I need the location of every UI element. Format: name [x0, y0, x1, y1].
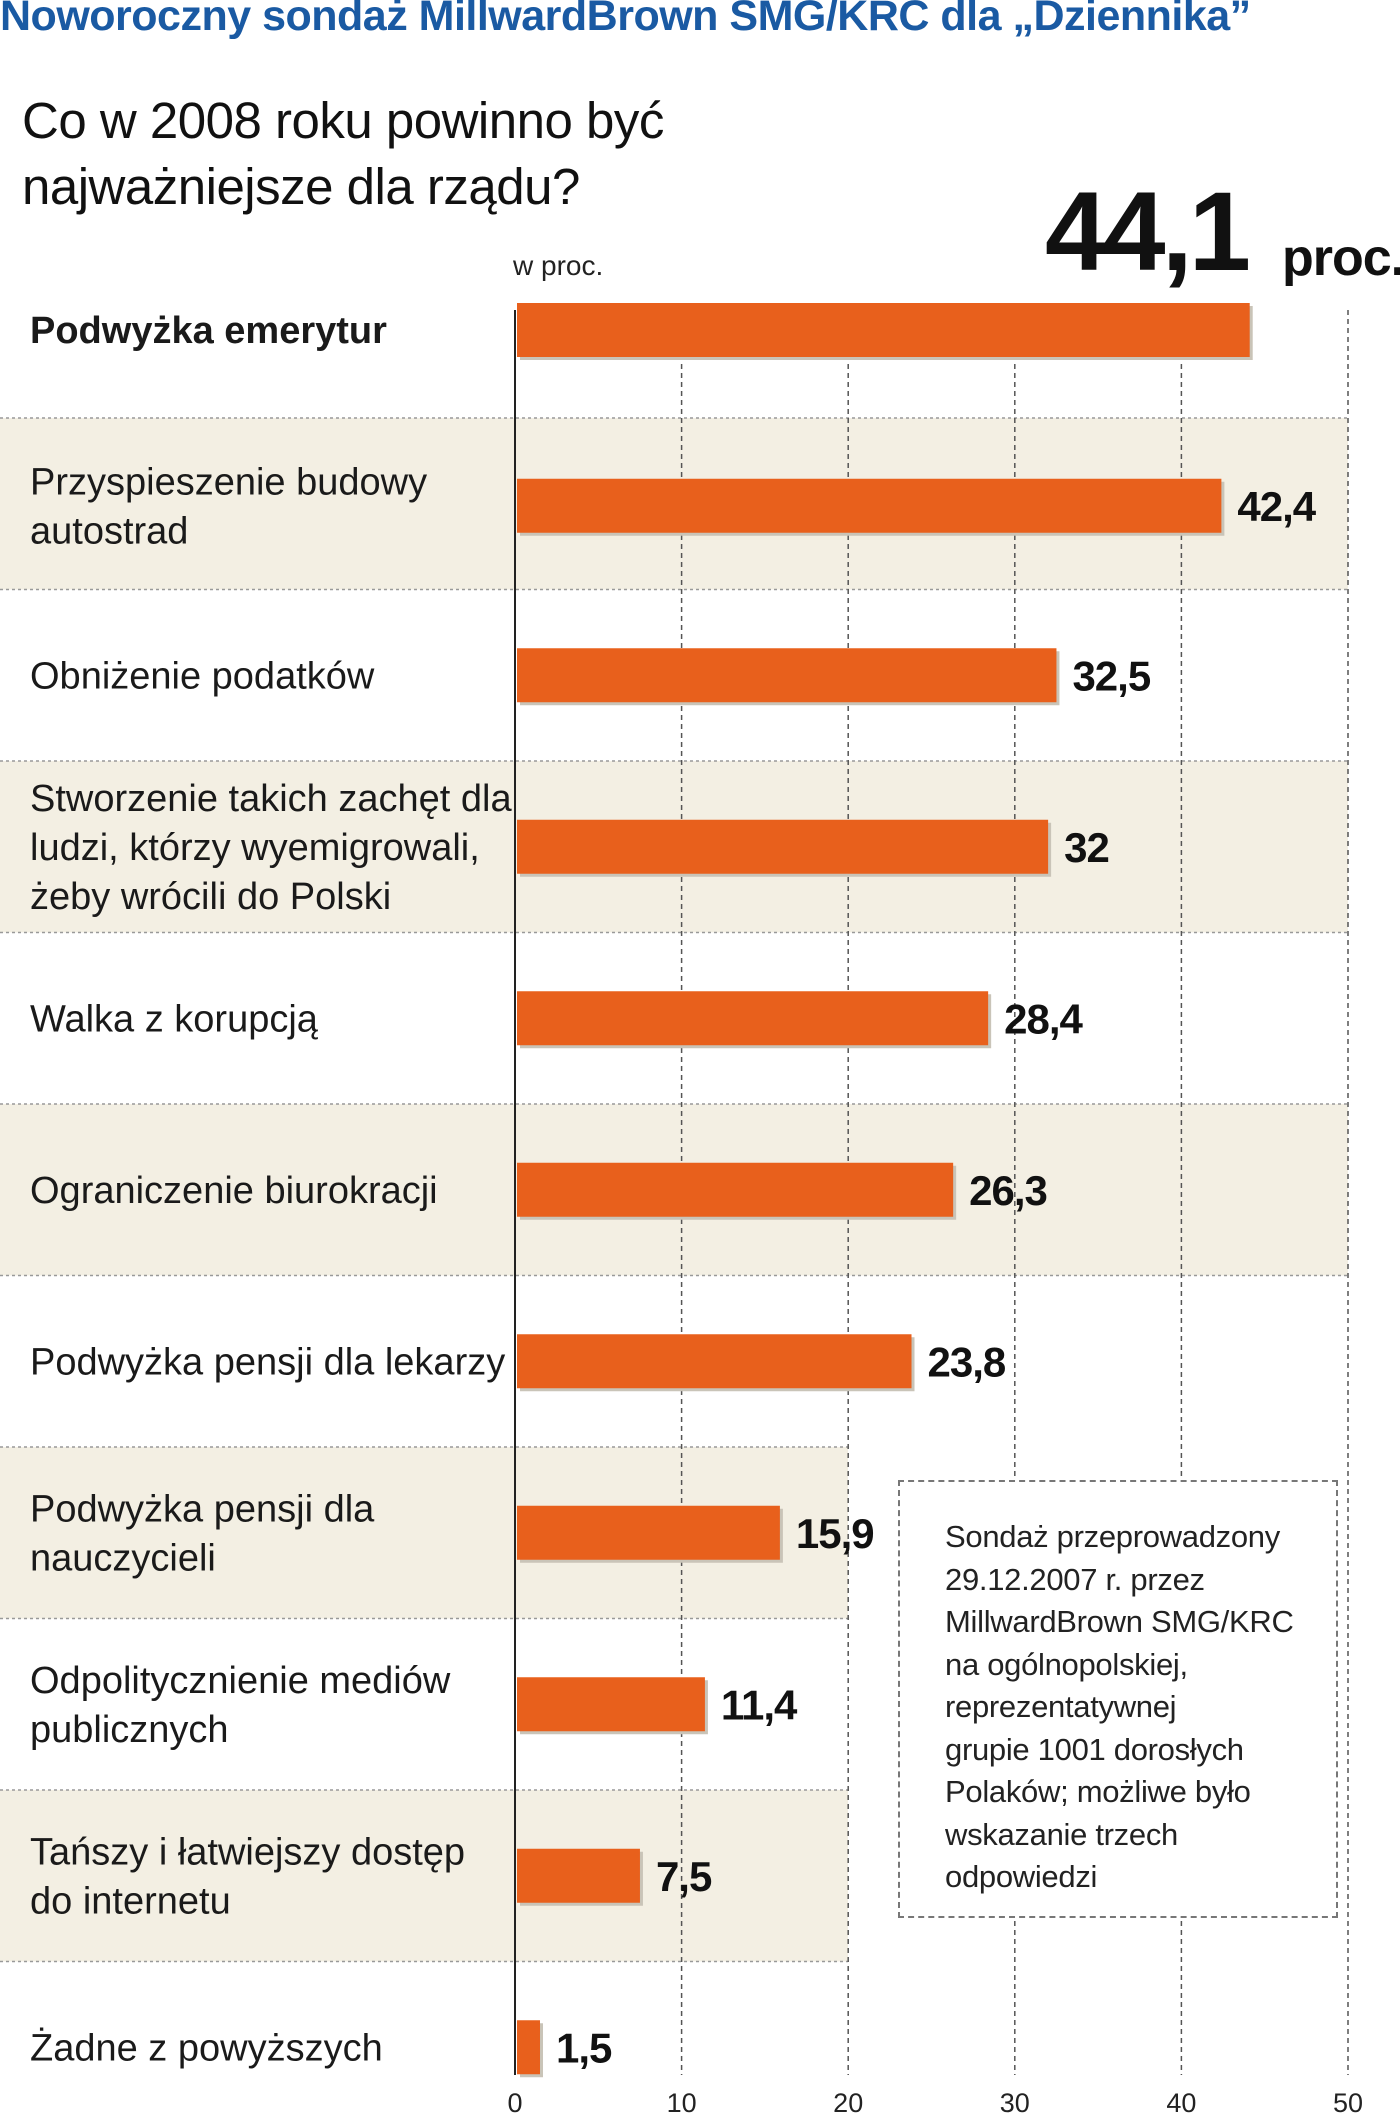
value-label: 42,4	[1237, 483, 1316, 530]
value-label: 15,9	[796, 1510, 874, 1557]
category-label-line: Tańszy i łatwiejszy dostęp	[30, 1831, 465, 1873]
highlight-unit: proc.	[1282, 229, 1400, 287]
category-label-line: żeby wrócili do Polski	[30, 876, 391, 918]
value-label: 28,4	[1004, 995, 1083, 1042]
category-label-line: ludzi, którzy wyemigrowali,	[30, 827, 480, 869]
category-label: Przyspieszenie budowy autostrad	[30, 461, 427, 552]
bar	[517, 2020, 540, 2075]
category-label-line: Podwyżka emerytur	[30, 310, 387, 352]
note-line: 29.12.2007 r. przez	[945, 1561, 1205, 1597]
bar	[517, 991, 989, 1046]
x-tick-label: 10	[667, 2088, 697, 2115]
note-line: reprezentatywnej	[945, 1689, 1177, 1724]
x-tick-label: 30	[1000, 2088, 1030, 2115]
category-label-line: Podwyżka pensji dla lekarzy	[30, 1341, 505, 1383]
bar	[517, 478, 1222, 533]
category-label-line: Żadne z powyższych	[30, 2026, 383, 2069]
category-label-line: Podwyżka pensji dla	[30, 1488, 375, 1530]
x-axis-ticks: 0 10 20 30 40 50	[507, 2088, 1363, 2115]
x-tick-label: 40	[1166, 2088, 1196, 2115]
unit-label: w proc.	[513, 250, 604, 281]
category-label-line: Odpolitycznienie mediów	[30, 1660, 451, 1702]
note-line: Polaków; możliwe było	[945, 1774, 1251, 1809]
category-label: Żadne z powyższych	[30, 2026, 383, 2069]
survey-note-box: Sondaż przeprowadzony 29.12.2007 r. prze…	[898, 1480, 1338, 1918]
category-label-line: do internetu	[30, 1880, 231, 1922]
value-label: 11,4	[721, 1681, 798, 1728]
category-labels: Podwyżka emerytur Przyspieszenie budowy au…	[30, 310, 512, 2069]
category-label-line: Obniżenie podatków	[30, 655, 375, 697]
bar	[517, 819, 1049, 874]
bar	[517, 1505, 780, 1560]
bar	[517, 303, 1250, 357]
category-label: Stworzenie takich zachęt dla ludzi, którz…	[30, 778, 512, 918]
bars	[517, 303, 1253, 2078]
value-label: 7,5	[656, 1853, 712, 1900]
x-tick-label: 0	[507, 2088, 522, 2115]
category-label: Tańszy i łatwiejszy dostęp do internetu	[30, 1831, 465, 1922]
category-label: Odpolitycznienie mediów publicznych	[30, 1660, 451, 1751]
highlight-value: 44,1	[1045, 169, 1251, 294]
value-label: 26,3	[969, 1167, 1047, 1214]
bar	[517, 1848, 640, 1903]
category-label-line: publicznych	[30, 1709, 229, 1751]
x-tick-label: 20	[833, 2088, 863, 2115]
category-label: Podwyżka pensji dla nauczycieli	[30, 1488, 375, 1579]
row-band	[0, 1790, 848, 1962]
category-label-line: autostrad	[30, 510, 188, 552]
note-line: Sondaż przeprowadzony	[945, 1519, 1280, 1554]
bar	[517, 1162, 954, 1217]
note-line: na ogólnopolskiej,	[945, 1646, 1188, 1682]
note-line: odpowiedzi	[945, 1859, 1098, 1894]
category-label: Podwyżka emerytur	[30, 310, 387, 352]
value-label: 1,5	[556, 2024, 612, 2071]
bar	[517, 648, 1057, 703]
chart-title: Co w 2008 roku powinno być najważniejsze…	[22, 92, 664, 215]
category-label: Walka z korupcją	[30, 998, 319, 1040]
category-label-line: Walka z korupcją	[30, 998, 319, 1040]
category-label: Podwyżka pensji dla lekarzy	[30, 1341, 505, 1383]
value-labels: 42,4 32,5 32 28,4 26,3 23,8 15,9 11,4 7,5 1,5	[556, 483, 1318, 2072]
value-label: 32,5	[1072, 652, 1150, 699]
bar	[517, 1677, 705, 1732]
category-label: Ograniczenie biurokracji	[30, 1170, 438, 1212]
category-label: Obniżenie podatków	[30, 655, 375, 697]
header-title: Noworoczny sondaż MillwardBrown SMG/KRC …	[0, 0, 1251, 40]
x-tick-label: 50	[1333, 2088, 1363, 2115]
value-label: 32	[1064, 824, 1109, 871]
category-label-line: Przyspieszenie budowy	[30, 461, 427, 503]
category-label-line: nauczycieli	[30, 1537, 216, 1579]
note-line: grupie 1001 dorosłych	[945, 1731, 1244, 1767]
survey-note-text: Sondaż przeprowadzony 29.12.2007 r. prze…	[945, 1516, 1316, 1899]
value-label: 23,8	[928, 1338, 1006, 1385]
bar	[517, 1334, 912, 1389]
note-line: MillwardBrown SMG/KRC	[945, 1604, 1294, 1639]
note-line: wskazanie trzech	[945, 1816, 1178, 1852]
category-label-line: Stworzenie takich zachęt dla	[30, 778, 512, 820]
category-label-line: Ograniczenie biurokracji	[30, 1170, 438, 1212]
